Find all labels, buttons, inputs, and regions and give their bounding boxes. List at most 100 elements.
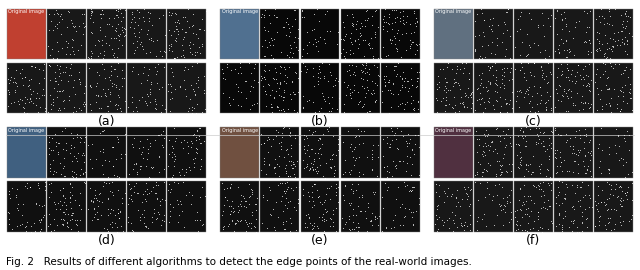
Point	[111, 102, 121, 106]
Point	[556, 160, 566, 164]
Point	[268, 56, 278, 60]
FancyBboxPatch shape	[514, 127, 553, 178]
Point	[17, 83, 28, 87]
Point	[481, 168, 492, 173]
Point	[353, 90, 364, 94]
Point	[246, 221, 256, 225]
Point	[479, 100, 490, 104]
Point	[151, 101, 161, 106]
Point	[135, 139, 145, 143]
Point	[150, 138, 160, 142]
Point	[74, 82, 84, 87]
Point	[356, 105, 367, 110]
Point	[179, 225, 189, 229]
Point	[346, 142, 356, 147]
Point	[288, 90, 298, 94]
Point	[289, 205, 299, 209]
Point	[499, 203, 509, 207]
Point	[29, 65, 40, 69]
Point	[12, 193, 22, 197]
Point	[353, 225, 364, 229]
Point	[171, 23, 181, 28]
Point	[346, 96, 356, 100]
Point	[86, 9, 97, 13]
Point	[71, 175, 81, 179]
Point	[355, 208, 365, 213]
Point	[298, 47, 308, 51]
Point	[168, 173, 179, 177]
Point	[45, 222, 56, 226]
Point	[109, 51, 119, 55]
Point	[383, 11, 394, 16]
Point	[172, 54, 182, 59]
Point	[87, 142, 97, 146]
Point	[266, 102, 276, 107]
Point	[229, 229, 239, 233]
Point	[86, 55, 96, 60]
Point	[573, 199, 583, 203]
Point	[467, 187, 477, 191]
Point	[286, 159, 296, 164]
Point	[150, 99, 160, 103]
Point	[88, 200, 98, 204]
Point	[450, 103, 460, 107]
Point	[309, 203, 319, 208]
Point	[219, 186, 229, 191]
Point	[557, 169, 567, 173]
Point	[25, 185, 35, 189]
Point	[278, 188, 289, 193]
Point	[180, 65, 190, 69]
Point	[586, 148, 596, 153]
Point	[346, 23, 356, 27]
Point	[96, 213, 106, 217]
Point	[467, 101, 477, 105]
Point	[264, 83, 274, 87]
Point	[264, 163, 275, 168]
Point	[535, 101, 545, 106]
Point	[218, 224, 228, 229]
Point	[369, 35, 380, 39]
Point	[569, 53, 579, 58]
Point	[53, 150, 63, 154]
Point	[406, 148, 417, 152]
Point	[163, 138, 173, 142]
Point	[617, 204, 627, 208]
Point	[57, 17, 67, 21]
Point	[149, 106, 159, 110]
Point	[93, 204, 103, 208]
FancyBboxPatch shape	[340, 63, 380, 113]
Point	[103, 175, 113, 180]
Point	[20, 75, 30, 79]
Point	[393, 61, 403, 65]
Point	[95, 27, 106, 32]
Point	[529, 184, 539, 188]
Point	[454, 101, 465, 105]
Point	[58, 210, 68, 214]
Point	[218, 203, 228, 207]
Point	[620, 68, 630, 72]
Point	[125, 186, 136, 191]
Point	[368, 56, 378, 60]
Point	[346, 40, 356, 44]
Point	[301, 136, 312, 140]
Point	[251, 217, 261, 221]
Point	[172, 198, 182, 202]
Point	[593, 92, 603, 97]
Point	[472, 137, 483, 141]
Point	[492, 213, 502, 217]
Point	[363, 201, 373, 205]
Point	[135, 218, 145, 222]
Point	[196, 16, 207, 21]
Point	[490, 61, 500, 65]
Point	[279, 189, 289, 194]
Point	[525, 70, 536, 74]
Point	[447, 105, 457, 109]
Point	[127, 142, 138, 146]
Point	[132, 72, 143, 76]
Point	[21, 229, 31, 234]
Point	[141, 223, 152, 228]
Point	[497, 196, 508, 200]
Point	[326, 166, 336, 171]
Point	[286, 97, 296, 101]
Point	[293, 36, 303, 40]
